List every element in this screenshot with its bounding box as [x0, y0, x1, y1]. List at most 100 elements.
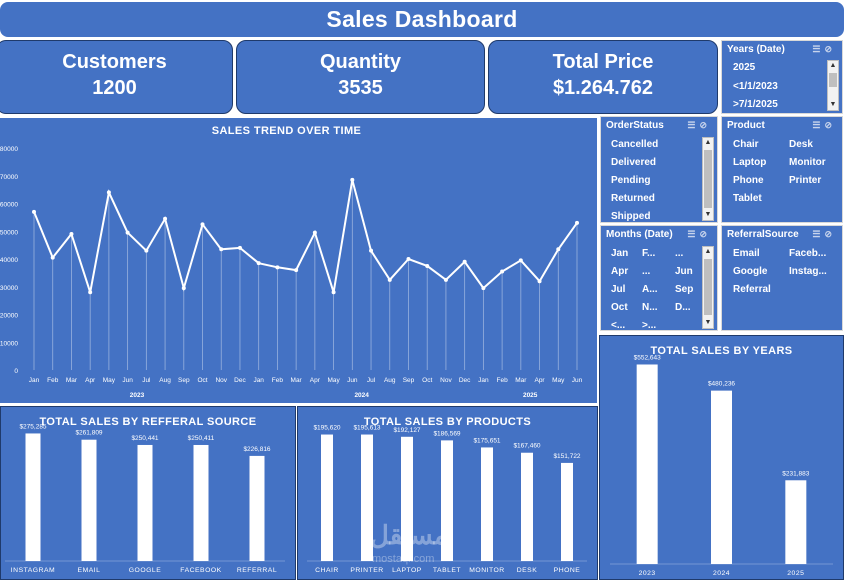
multi-select-icon[interactable]: ☰	[812, 44, 825, 54]
x-tick-label: Jul	[142, 377, 151, 384]
sales-by-years-panel: TOTAL SALES BY YEARS $552,643 2023 $480,23…	[599, 335, 844, 580]
product-item[interactable]: Tablet	[733, 193, 762, 204]
months-slicer[interactable]: Months (Date) ☰⊘ Jan F... ... Apr ... Ju…	[600, 225, 718, 331]
sales-by-products-title: TOTAL SALES BY PRODUCTS	[363, 416, 532, 428]
data-label: $226,816	[243, 446, 270, 453]
months-item[interactable]: Sep	[675, 284, 694, 295]
months-item[interactable]: ...	[675, 248, 684, 259]
clear-filter-icon[interactable]: ⊘	[824, 44, 836, 54]
clear-filter-icon[interactable]: ⊘	[699, 120, 711, 130]
data-point	[275, 265, 280, 270]
multi-select-icon[interactable]: ☰	[687, 120, 700, 130]
referral-item[interactable]: Instag...	[789, 266, 827, 277]
referral-item[interactable]: Google	[733, 266, 768, 277]
months-item[interactable]: Jun	[675, 266, 693, 277]
months-item[interactable]: N...	[642, 302, 658, 313]
months-slicer-header: Months (Date) ☰⊘	[601, 226, 717, 242]
scroll-up-icon[interactable]: ▲	[704, 139, 712, 146]
scroll-up-icon[interactable]: ▲	[829, 62, 837, 69]
data-label: $231,883	[782, 470, 809, 477]
data-point	[387, 277, 392, 282]
scroll-down-icon[interactable]: ▼	[704, 319, 712, 326]
scroll-down-icon[interactable]: ▼	[704, 211, 712, 218]
x-tick-label: Feb	[497, 377, 509, 384]
order-status-item[interactable]: Shipped	[611, 211, 651, 222]
sales-trend-panel: SALES TREND OVER TIME 0 10000 20000 30000 40…	[0, 118, 597, 403]
referral-item[interactable]: Referral	[733, 284, 771, 295]
product-item[interactable]: Printer	[789, 175, 822, 186]
product-item[interactable]: Monitor	[789, 157, 826, 168]
scroll-up-icon[interactable]: ▲	[704, 248, 712, 255]
months-item[interactable]: >...	[642, 320, 657, 331]
months-item[interactable]: Oct	[611, 302, 628, 313]
years-slicer-item[interactable]: <1/1/2023	[733, 81, 778, 92]
years-slicer-item[interactable]: >7/1/2025	[733, 99, 778, 110]
multi-select-icon[interactable]: ☰	[687, 229, 700, 239]
months-item[interactable]: D...	[675, 302, 691, 313]
category-label: LAPTOP	[392, 567, 422, 574]
months-item[interactable]: <...	[611, 320, 626, 331]
data-point	[443, 277, 448, 282]
data-point	[256, 261, 261, 266]
product-item[interactable]: Chair	[733, 139, 759, 150]
order-status-scrollbar[interactable]: ▲ ▼	[702, 137, 714, 221]
referral-slicer-title: ReferralSource	[727, 229, 799, 240]
clear-filter-icon[interactable]: ⊘	[699, 229, 711, 239]
year-group-label: 2024	[354, 392, 369, 399]
data-point	[69, 232, 74, 237]
data-point	[312, 230, 317, 235]
referral-source-slicer[interactable]: ReferralSource ☰⊘ Email Faceb... Google …	[721, 225, 843, 331]
months-item[interactable]: A...	[642, 284, 658, 295]
clear-filter-icon[interactable]: ⊘	[824, 120, 836, 130]
years-slicer-title: Years (Date)	[727, 44, 785, 55]
clear-filter-icon[interactable]: ⊘	[824, 229, 836, 239]
months-item[interactable]: Apr	[611, 266, 629, 277]
months-item[interactable]: F...	[642, 248, 656, 259]
data-point	[106, 190, 111, 195]
category-label: INSTAGRAM	[11, 567, 55, 574]
bar	[711, 390, 732, 564]
scroll-thumb[interactable]	[704, 259, 712, 315]
years-slicer-header: Years (Date) ☰⊘	[722, 41, 842, 57]
product-slicer-header: Product ☰⊘	[722, 117, 842, 133]
bar	[361, 434, 373, 561]
referral-item[interactable]: Email	[733, 248, 760, 259]
data-point	[518, 258, 523, 263]
multi-select-icon[interactable]: ☰	[812, 229, 825, 239]
order-status-item[interactable]: Cancelled	[611, 139, 659, 150]
category-label: CHAIR	[315, 567, 339, 574]
order-status-item[interactable]: Pending	[611, 175, 651, 186]
months-item[interactable]: Jan	[611, 248, 629, 259]
referral-item[interactable]: Faceb...	[789, 248, 827, 259]
scroll-thumb[interactable]	[829, 73, 837, 87]
data-label: $250,411	[188, 435, 215, 442]
x-tick-label: Nov	[440, 377, 452, 384]
order-status-slicer-title: OrderStatus	[606, 120, 664, 131]
year-group-label: 2025	[523, 392, 538, 399]
x-tick-label: Jun	[347, 377, 358, 384]
order-status-item[interactable]: Delivered	[611, 157, 657, 168]
months-item[interactable]: ...	[642, 266, 651, 277]
years-slicer-item[interactable]: 2025	[733, 62, 756, 73]
years-slicer-scrollbar[interactable]: ▲ ▼	[827, 60, 839, 111]
order-status-slicer[interactable]: OrderStatus ☰⊘ Cancelled Delivered Pendi…	[600, 116, 718, 223]
product-item[interactable]: Phone	[733, 175, 764, 186]
dashboard-title: Sales Dashboard	[326, 6, 518, 32]
scroll-down-icon[interactable]: ▼	[829, 101, 837, 108]
category-label: PHONE	[554, 567, 581, 574]
x-tick-label: May	[103, 377, 116, 384]
multi-select-icon[interactable]: ☰	[812, 120, 825, 130]
bar	[636, 364, 658, 564]
scroll-thumb[interactable]	[704, 150, 712, 208]
product-item[interactable]: Desk	[789, 139, 813, 150]
order-status-item[interactable]: Returned	[611, 193, 655, 204]
months-item[interactable]: Jul	[611, 284, 626, 295]
months-slicer-scrollbar[interactable]: ▲ ▼	[702, 246, 714, 329]
product-item[interactable]: Laptop	[733, 157, 767, 168]
dashboard-title-bar: Sales Dashboard	[0, 2, 844, 37]
data-point	[163, 216, 168, 221]
data-point	[556, 247, 561, 252]
years-slicer[interactable]: Years (Date) ☰⊘ 2025 <1/1/2023 >7/1/2025…	[721, 40, 843, 114]
product-slicer[interactable]: Product ☰⊘ Chair Desk Laptop Monitor Pho…	[721, 116, 843, 223]
y-tick-label: 20000	[0, 313, 18, 320]
